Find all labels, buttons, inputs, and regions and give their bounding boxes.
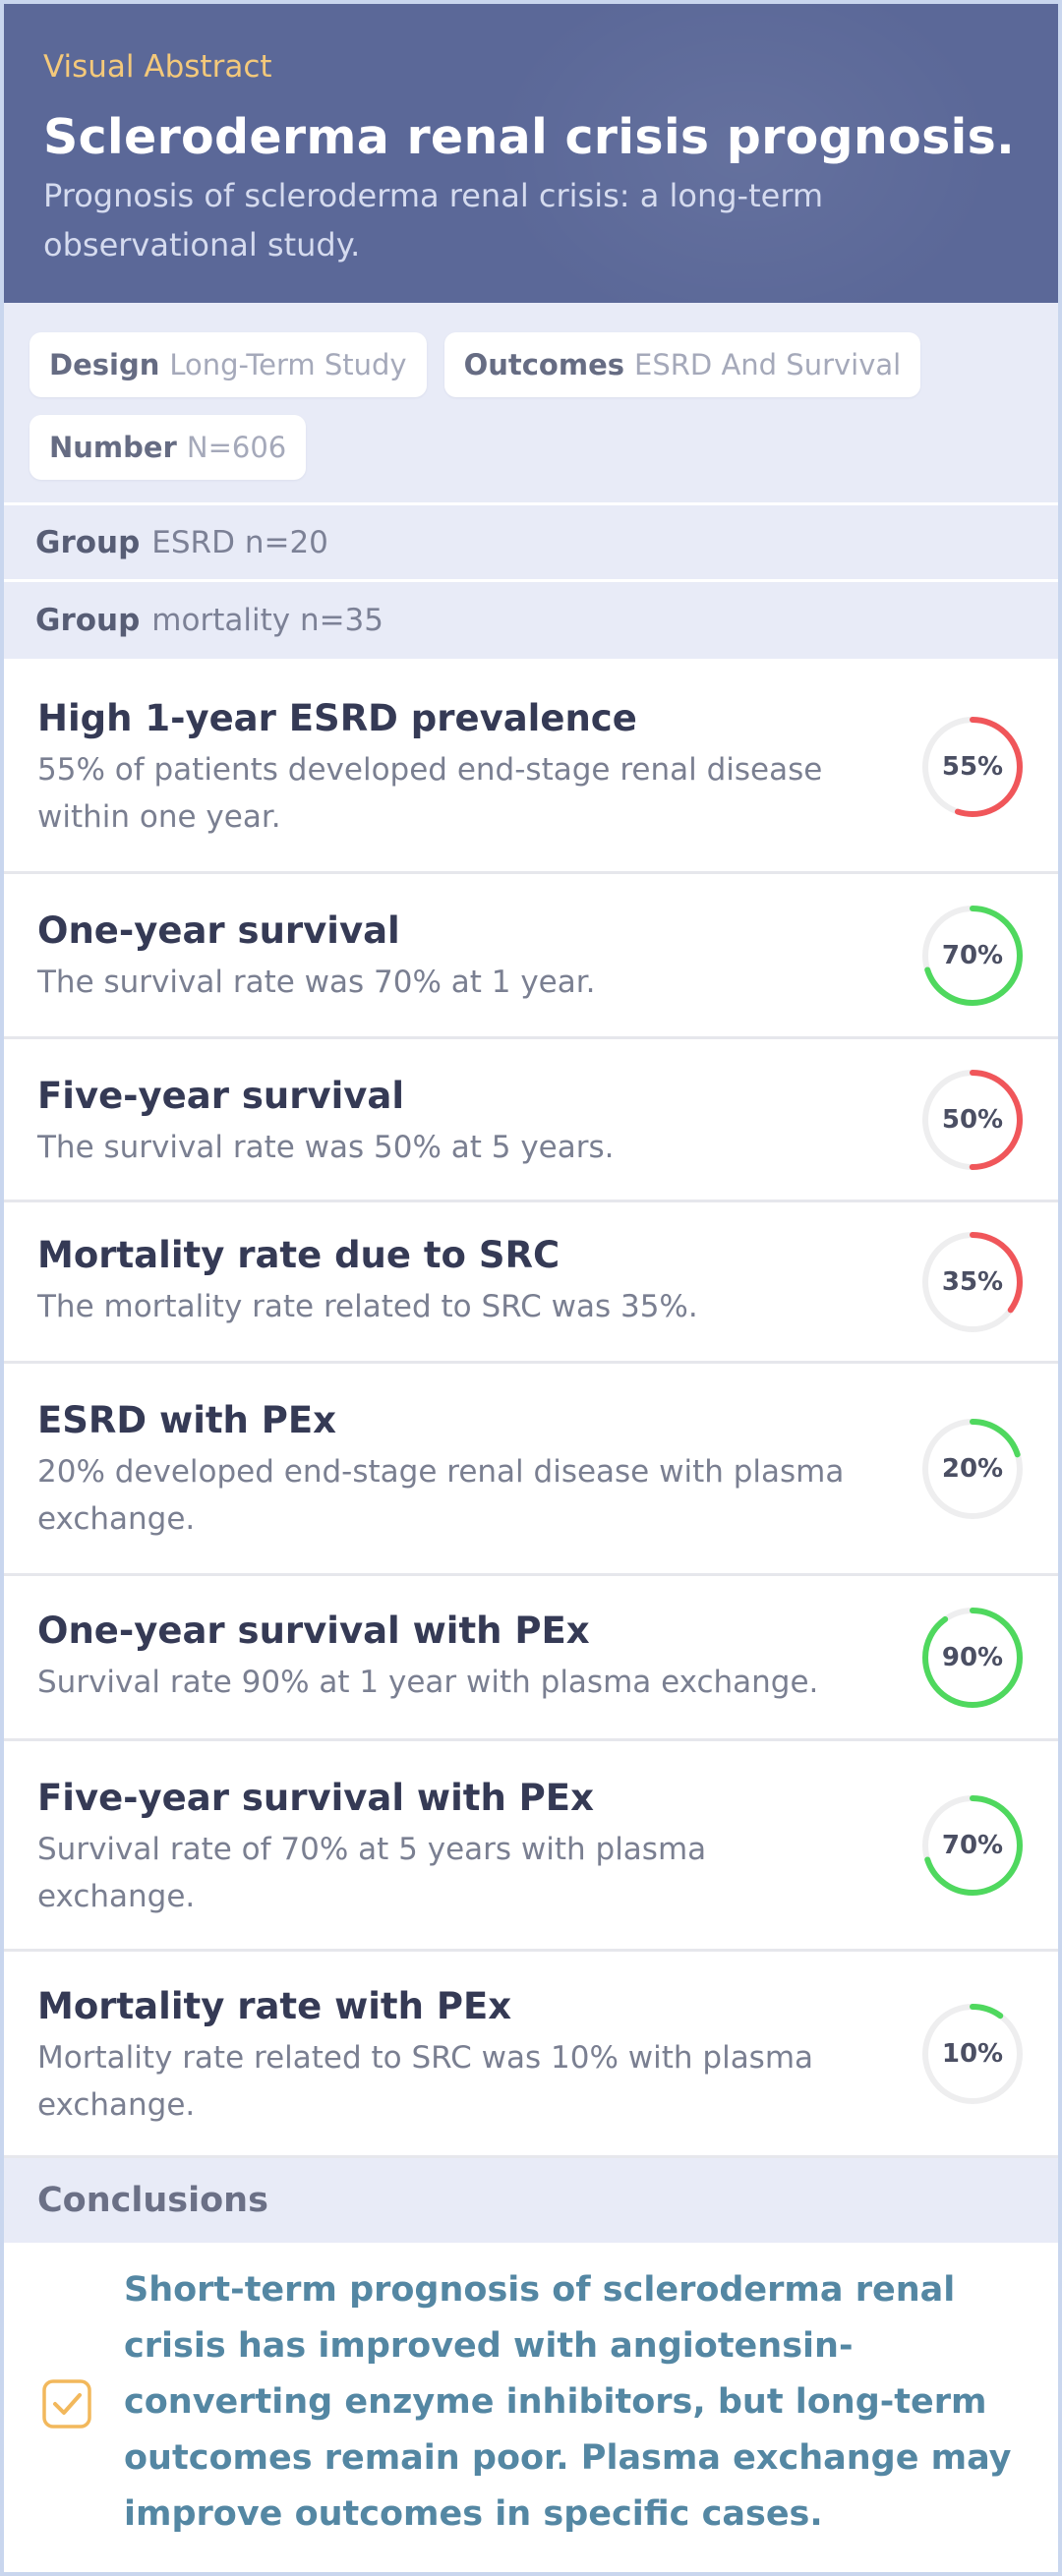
ring-progress-arc — [922, 1418, 1023, 1519]
finding-row: High 1-year ESRD prevalence 55% of patien… — [4, 662, 1058, 874]
finding-row: Mortality rate due to SRC The mortality r… — [4, 1202, 1058, 1364]
group-key: Group — [35, 524, 141, 560]
percent-ring: 55% — [920, 715, 1025, 819]
findings-list: High 1-year ESRD prevalence 55% of patien… — [4, 662, 1058, 2158]
percent-ring-label: 70% — [941, 1830, 1004, 1860]
meta-chip-value: Long-Term Study — [169, 348, 407, 381]
finding-description: 55% of patients developed end-stage rena… — [37, 752, 823, 835]
finding-title: Mortality rate due to SRC — [37, 1234, 560, 1276]
finding-row: ESRD with PEx 20% developed end-stage ren… — [4, 1364, 1058, 1576]
percent-ring: 70% — [920, 1793, 1025, 1898]
checkbox-checked-icon — [42, 2379, 91, 2429]
group-row-esrd: Group ESRD n=20 — [4, 505, 1058, 582]
percent-ring-label: 10% — [941, 2038, 1004, 2069]
finding-title: Mortality rate with PEx — [37, 1985, 512, 2027]
group-value: ESRD n=20 — [151, 524, 328, 560]
percent-ring: 70% — [920, 904, 1025, 1008]
finding-text: Mortality rate due to SRC The mortality r… — [37, 1232, 873, 1330]
finding-row: Mortality rate with PEx Mortality rate re… — [4, 1952, 1058, 2158]
percent-ring-graphic — [922, 716, 1023, 817]
finding-description: 20% developed end-stage renal disease wi… — [37, 1454, 845, 1537]
finding-text: Mortality rate with PEx Mortality rate re… — [37, 1983, 873, 2129]
conclusions-heading: Conclusions — [4, 2158, 1058, 2243]
percent-ring-graphic — [922, 1418, 1023, 1519]
finding-row: Five-year survival with PEx Survival rate… — [4, 1741, 1058, 1952]
finding-text: ESRD with PEx 20% developed end-stage ren… — [37, 1397, 873, 1543]
header-background-decoration — [488, 4, 999, 303]
percent-ring: 35% — [920, 1230, 1025, 1334]
percent-ring-label: 55% — [941, 751, 1004, 782]
finding-text: Five-year survival with PEx Survival rate… — [37, 1775, 873, 1920]
header: Visual Abstract Scleroderma renal crisis… — [4, 4, 1058, 303]
percent-ring-label: 70% — [941, 940, 1004, 970]
percent-ring-graphic — [922, 1069, 1023, 1170]
ring-progress-arc — [922, 1794, 1023, 1896]
finding-title: ESRD with PEx — [37, 1399, 337, 1441]
percent-ring-label: 50% — [941, 1104, 1004, 1135]
percent-ring: 20% — [920, 1417, 1025, 1521]
meta-chip-key: Number — [49, 431, 177, 464]
finding-description: The survival rate was 50% at 5 years. — [37, 1130, 615, 1165]
percent-ring: 10% — [920, 2002, 1025, 2106]
percent-ring-label: 90% — [941, 1642, 1004, 1672]
ring-progress-arc — [922, 905, 1023, 1006]
ring-progress-arc — [922, 1607, 1023, 1708]
finding-description: Survival rate 90% at 1 year with plasma … — [37, 1665, 819, 1700]
percent-ring-graphic — [922, 2003, 1023, 2104]
percent-ring-graphic — [922, 1607, 1023, 1708]
finding-text: One-year survival The survival rate was 7… — [37, 907, 873, 1006]
finding-text: High 1-year ESRD prevalence 55% of patien… — [37, 695, 873, 841]
finding-title: Five-year survival — [37, 1075, 405, 1117]
meta-chip-outcomes: Outcomes ESRD And Survival — [443, 332, 921, 397]
eyebrow-label: Visual Abstract — [43, 49, 272, 85]
ring-progress-arc — [922, 716, 1023, 817]
finding-title: Five-year survival with PEx — [37, 1777, 594, 1819]
finding-row: Five-year survival The survival rate was … — [4, 1039, 1058, 1202]
finding-text: One-year survival with PEx Survival rate … — [37, 1608, 873, 1706]
percent-ring-graphic — [922, 905, 1023, 1006]
conclusions-text: Short-term prognosis of scleroderma rena… — [124, 2270, 1012, 2534]
group-row-mortality: Group mortality n=35 — [4, 582, 1058, 662]
finding-row: One-year survival with PEx Survival rate … — [4, 1576, 1058, 1741]
ring-progress-arc — [922, 1069, 1023, 1170]
finding-description: The mortality rate related to SRC was 35… — [37, 1289, 698, 1324]
finding-row: One-year survival The survival rate was 7… — [4, 874, 1058, 1039]
finding-title: One-year survival with PEx — [37, 1610, 590, 1652]
finding-description: Survival rate of 70% at 5 years with pla… — [37, 1832, 707, 1914]
meta-chip-value: ESRD And Survival — [634, 348, 902, 381]
percent-ring-graphic — [922, 1794, 1023, 1896]
finding-title: One-year survival — [37, 909, 400, 952]
ring-progress-arc — [922, 2003, 1023, 2104]
group-value: mortality n=35 — [151, 603, 384, 638]
percent-ring-label: 35% — [941, 1266, 1004, 1297]
page-subtitle: Prognosis of scleroderma renal crisis: a… — [43, 177, 824, 263]
study-meta: Design Long-Term Study Outcomes ESRD And… — [4, 303, 1058, 505]
page-title: Scleroderma renal crisis prognosis. — [43, 109, 1016, 165]
group-key: Group — [35, 603, 141, 638]
percent-ring-graphic — [922, 1231, 1023, 1332]
meta-chip-key: Outcomes — [463, 348, 625, 381]
finding-description: Mortality rate related to SRC was 10% wi… — [37, 2040, 814, 2123]
percent-ring-label: 20% — [941, 1453, 1004, 1484]
meta-chip-value: N=606 — [186, 431, 287, 464]
ring-progress-arc — [922, 1231, 1023, 1332]
finding-description: The survival rate was 70% at 1 year. — [37, 965, 596, 1000]
meta-chip-key: Design — [49, 348, 160, 381]
meta-chip-number: Number N=606 — [30, 415, 307, 480]
percent-ring: 90% — [920, 1606, 1025, 1710]
visual-abstract-card: Visual Abstract Scleroderma renal crisis… — [4, 4, 1058, 2572]
conclusions-body: Short-term prognosis of scleroderma rena… — [4, 2243, 1058, 2543]
percent-ring: 50% — [920, 1068, 1025, 1172]
finding-text: Five-year survival The survival rate was … — [37, 1073, 873, 1171]
finding-title: High 1-year ESRD prevalence — [37, 697, 637, 739]
meta-chip-design: Design Long-Term Study — [30, 332, 427, 397]
